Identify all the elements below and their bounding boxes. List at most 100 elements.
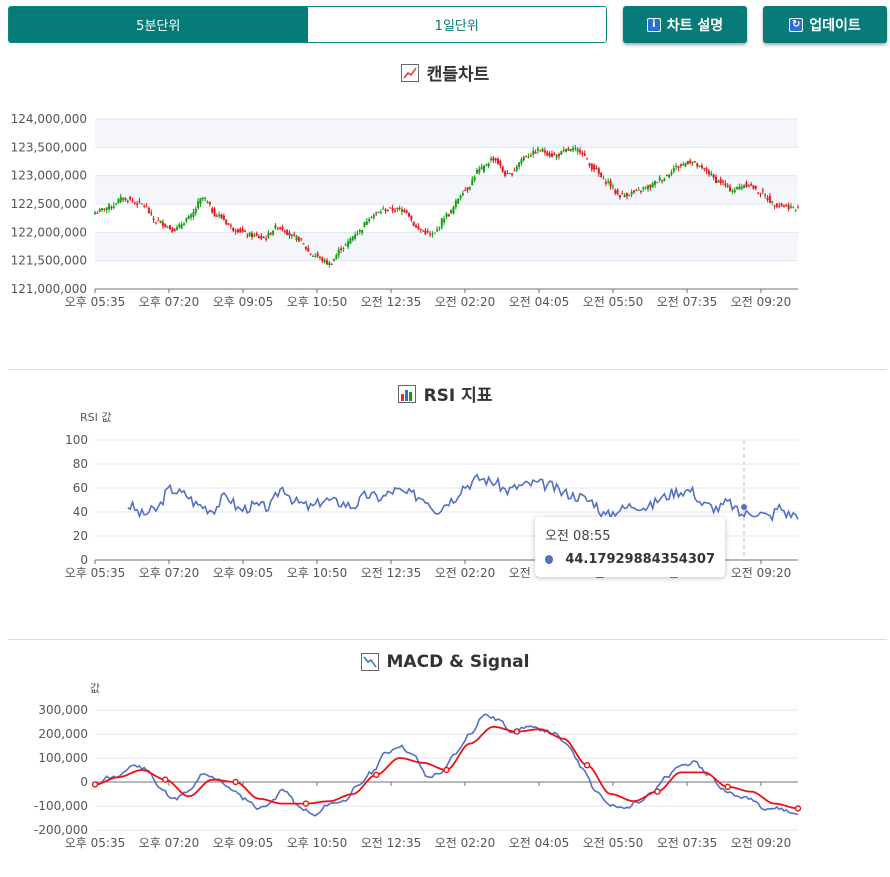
candle — [108, 204, 111, 210]
candle — [119, 196, 122, 202]
rsi-line — [127, 473, 799, 523]
candle — [267, 232, 270, 238]
candle — [405, 210, 408, 213]
candle — [724, 183, 727, 186]
candle — [262, 237, 265, 239]
candle — [372, 214, 375, 218]
candle — [604, 181, 607, 184]
candle — [595, 168, 598, 170]
candle — [415, 225, 418, 228]
candle — [600, 172, 603, 178]
candle — [171, 227, 174, 232]
candle — [703, 167, 706, 169]
tab-1day[interactable]: 1일단위 — [307, 7, 606, 42]
candle — [429, 233, 432, 235]
candle — [722, 181, 725, 183]
candle — [705, 168, 708, 172]
signal-marker — [513, 728, 520, 735]
candle — [632, 190, 635, 193]
y-tick-label: 100 — [65, 433, 88, 447]
candle — [300, 238, 303, 240]
candle — [450, 209, 453, 214]
candle — [586, 158, 589, 160]
candle — [234, 230, 237, 232]
tab-5min[interactable]: 5분단위 — [9, 7, 308, 42]
candle — [98, 209, 101, 212]
candle — [281, 226, 284, 230]
candle — [321, 257, 324, 262]
candle — [794, 209, 797, 211]
candle — [506, 173, 509, 175]
candle — [560, 151, 563, 155]
candle — [745, 182, 748, 187]
candle — [375, 212, 378, 214]
rsi-chart-title: RSI 지표 — [0, 381, 890, 406]
candle — [581, 152, 584, 155]
tooltip-series-marker — [545, 555, 554, 564]
candle — [684, 162, 687, 167]
candle — [497, 158, 500, 165]
candle — [518, 162, 521, 167]
candle — [152, 218, 155, 220]
candle — [475, 170, 478, 174]
candle — [487, 163, 490, 167]
candle — [473, 176, 476, 180]
candle — [618, 194, 621, 198]
y-tick-label: 123,500,000 — [11, 140, 87, 154]
x-tick-label: 오전 09:20 — [731, 836, 791, 850]
candle — [351, 236, 354, 241]
candle — [187, 216, 190, 219]
candle — [227, 223, 230, 225]
candle — [112, 205, 115, 208]
candle — [379, 212, 382, 214]
candle — [607, 181, 610, 183]
candle — [255, 233, 258, 236]
y-tick-label: 40 — [73, 505, 88, 519]
candle — [349, 238, 352, 244]
x-tick-label: 오전 04:05 — [509, 295, 569, 309]
update-button[interactable]: ↻ 업데이트 — [763, 6, 887, 43]
y-tick-label: 20 — [73, 529, 88, 543]
candle — [293, 234, 296, 236]
candle — [398, 207, 401, 209]
signal-marker — [443, 766, 450, 774]
candle — [354, 234, 357, 239]
candle — [194, 208, 197, 214]
candle — [330, 264, 333, 266]
candle — [218, 214, 221, 217]
candle — [757, 192, 760, 194]
y-tick-label: -200,000 — [34, 823, 88, 837]
x-tick-label: 오전 09:20 — [731, 295, 791, 309]
signal-marker — [162, 776, 169, 783]
candle — [410, 215, 413, 220]
candle — [103, 208, 106, 210]
candle — [403, 209, 406, 212]
candle — [295, 235, 298, 240]
candle-title-text: 캔들차트 — [426, 65, 490, 85]
chart-info-button[interactable]: i 차트 설명 — [623, 6, 747, 43]
candle — [461, 193, 464, 196]
candle — [588, 163, 591, 166]
candle — [593, 164, 596, 170]
x-tick-label: 오후 09:05 — [213, 566, 273, 580]
candle — [574, 147, 577, 149]
tooltip-value: 44.17929884354307 — [565, 552, 715, 567]
candle — [649, 184, 652, 188]
signal-marker — [724, 783, 731, 791]
candle — [199, 198, 202, 204]
candle — [682, 164, 685, 166]
candle — [180, 224, 183, 229]
candle — [335, 255, 338, 260]
candle — [105, 207, 108, 210]
tooltip-time: 오전 08:55 — [545, 529, 611, 544]
x-tick-label: 오후 09:05 — [213, 836, 273, 850]
candle — [534, 151, 537, 154]
candle — [543, 150, 546, 153]
candle — [738, 186, 741, 190]
candle — [661, 180, 664, 182]
x-tick-label: 오전 09:20 — [731, 566, 791, 580]
candle — [494, 158, 497, 161]
y-tick-label: 124,000,000 — [11, 112, 87, 126]
rsi-title-text: RSI 지표 — [423, 386, 493, 406]
candle — [480, 166, 483, 170]
